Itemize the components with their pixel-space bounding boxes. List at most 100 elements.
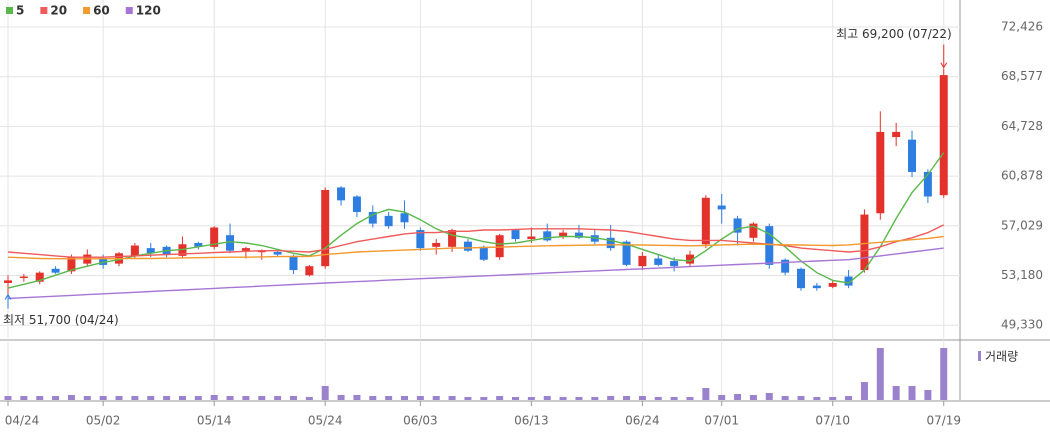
volume-bar <box>178 396 186 400</box>
volume-bar <box>638 396 646 400</box>
candle-body <box>892 131 901 138</box>
candle-body <box>19 276 28 279</box>
volume-bar <box>670 397 678 400</box>
volume-bar <box>52 396 60 400</box>
volume-bar <box>908 386 916 400</box>
volume-bar <box>36 396 44 400</box>
y-tick-label: 49,330 <box>1001 318 1043 332</box>
candle-body <box>51 268 60 273</box>
volume-bar <box>131 396 139 400</box>
candle-body <box>717 205 726 210</box>
volume-bar <box>353 395 361 400</box>
volume-bar <box>242 396 250 400</box>
legend-swatch <box>40 7 48 14</box>
candle-body <box>448 230 457 247</box>
x-tick-label: 04/24 <box>5 414 40 428</box>
candle-body <box>654 258 663 265</box>
y-tick-label: 64,728 <box>1001 119 1043 133</box>
volume-bar <box>734 394 742 400</box>
x-tick-label: 07/19 <box>926 414 961 428</box>
x-tick-label: 07/01 <box>704 414 739 428</box>
volume-bar <box>512 397 520 400</box>
volume-bar <box>147 396 155 400</box>
high-annotation: 최고 69,200 (07/22) <box>836 27 952 41</box>
candle-body <box>908 139 917 172</box>
volume-bar <box>163 396 171 400</box>
volume-bar <box>686 397 694 400</box>
candle-body <box>670 261 679 267</box>
y-tick-label: 60,878 <box>1001 169 1043 183</box>
ma-line <box>7 247 944 300</box>
candle-body <box>400 213 409 223</box>
candle-body <box>622 241 631 265</box>
volume-bar <box>321 386 329 400</box>
volume-bar <box>876 348 884 400</box>
candle-body <box>701 197 710 245</box>
candle-body <box>432 242 441 247</box>
volume-bar <box>305 397 313 400</box>
volume-bar <box>749 395 757 400</box>
candle-body <box>210 227 219 247</box>
volume-bar <box>115 396 123 400</box>
volume-bar <box>20 396 28 400</box>
candle-body <box>146 248 155 254</box>
candle-body <box>321 190 330 267</box>
candle-body <box>495 235 504 258</box>
volume-bar <box>464 397 472 400</box>
volume-bar <box>289 396 297 400</box>
volume-bar <box>416 396 424 400</box>
candle-body <box>479 246 488 260</box>
volume-bar <box>591 397 599 400</box>
legend-label: 20 <box>50 4 67 18</box>
volume-bar <box>496 396 504 400</box>
volume-bar <box>940 348 948 400</box>
candle-body <box>416 230 425 249</box>
candle-body <box>923 171 932 197</box>
volume-bar <box>829 397 837 400</box>
x-tick-label: 05/14 <box>197 414 232 428</box>
candle-body <box>305 266 314 276</box>
x-tick-label: 05/02 <box>86 414 121 428</box>
candle-body <box>352 196 361 212</box>
candle-body <box>4 280 12 283</box>
volume-bar <box>845 396 853 400</box>
volume-bar <box>194 396 202 400</box>
volume-bar <box>448 396 456 400</box>
volume-bar <box>543 396 551 400</box>
candle-body <box>226 235 235 251</box>
volume-bar <box>607 396 615 400</box>
candle-body <box>749 223 758 238</box>
candle-body <box>463 241 472 251</box>
candle-body <box>765 226 774 265</box>
volume-bar <box>274 396 282 400</box>
candle-body <box>574 232 583 238</box>
volume-bar <box>527 397 535 400</box>
volume-bar <box>480 397 488 400</box>
candle-body <box>797 268 805 289</box>
volume-legend-label: 거래량 <box>985 350 1018 364</box>
volume-bar <box>892 386 900 400</box>
candle-body <box>257 250 266 253</box>
x-tick-label: 06/13 <box>514 414 549 428</box>
legend-swatch <box>6 7 13 14</box>
candle-body <box>67 257 76 272</box>
legend-label: 5 <box>16 4 24 18</box>
candle-body <box>527 236 536 240</box>
candle-body <box>876 131 885 214</box>
volume-bar <box>623 396 631 400</box>
volume-bar <box>369 396 377 400</box>
candle-body <box>130 245 139 256</box>
volume-bar <box>4 396 12 400</box>
low-annotation: 최저 51,700 (04/24) <box>3 313 119 327</box>
candle-body <box>828 282 837 287</box>
volume-bar <box>337 395 345 400</box>
volume-bar <box>83 396 91 400</box>
volume-bar <box>781 396 789 400</box>
candle-body <box>289 255 298 271</box>
x-tick-label: 06/03 <box>403 414 438 428</box>
candle-body <box>638 255 647 267</box>
y-tick-label: 72,426 <box>1001 19 1043 33</box>
volume-bar <box>99 396 107 400</box>
volume-bar <box>385 396 393 400</box>
